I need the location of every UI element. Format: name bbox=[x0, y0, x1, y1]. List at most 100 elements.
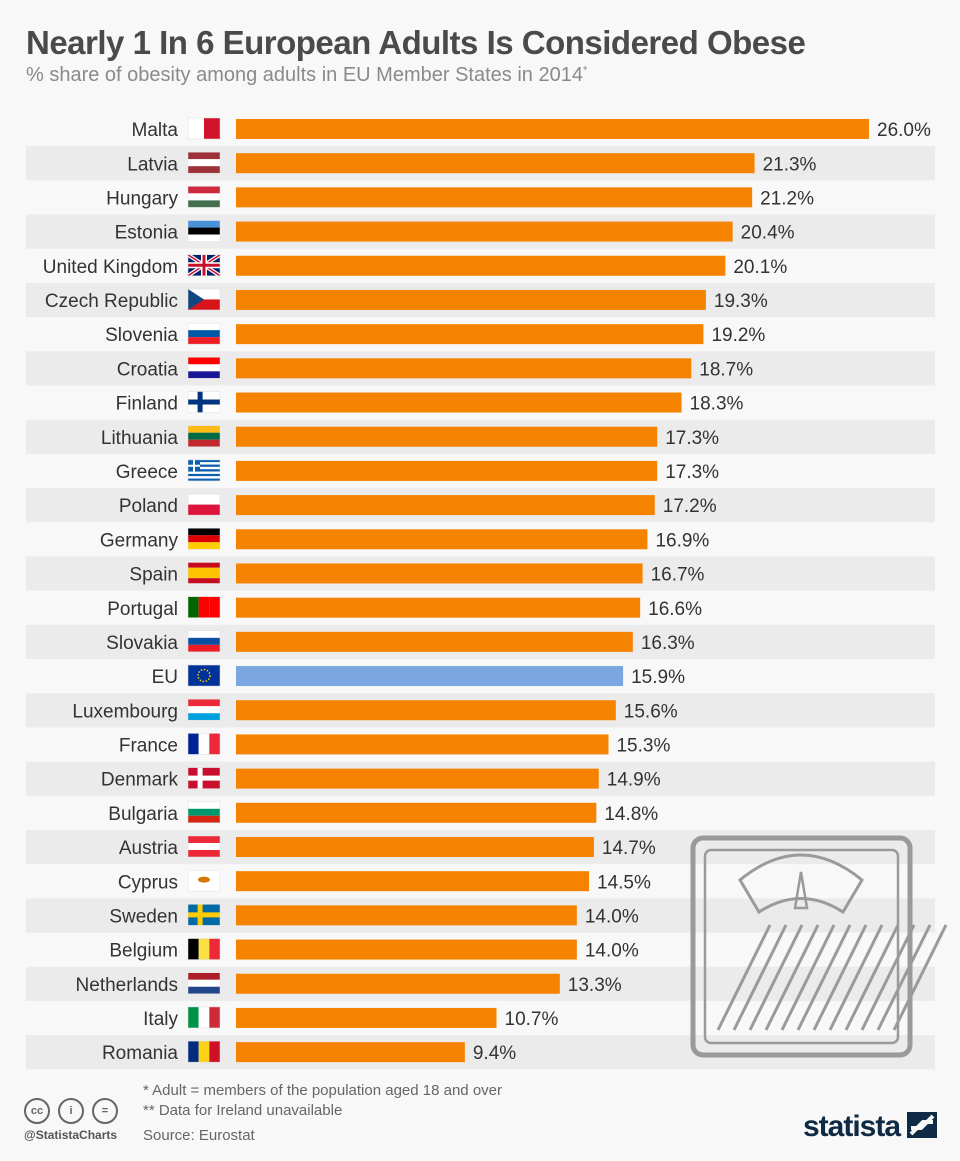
flag-icon bbox=[187, 528, 221, 550]
value-label: 16.7% bbox=[651, 565, 705, 586]
bar bbox=[236, 666, 624, 687]
attribution-icon: i bbox=[58, 1098, 84, 1124]
bar bbox=[236, 324, 704, 345]
subtitle-text: % share of obesity among adults in EU Me… bbox=[26, 64, 583, 86]
bar-row-czech-republic: Czech Republic 19.3% bbox=[26, 282, 935, 318]
flag-icon bbox=[187, 151, 221, 174]
bar-row-hungary: Hungary 21.2% bbox=[106, 186, 814, 209]
footnote-adult: * Adult = members of the population aged… bbox=[143, 1082, 502, 1099]
no-derivatives-icon: = bbox=[92, 1098, 118, 1124]
category-label: Cyprus bbox=[118, 872, 178, 893]
bar-row-romania: Romania 9.4% bbox=[26, 1035, 935, 1070]
value-label: 10.7% bbox=[505, 1009, 559, 1030]
bar bbox=[236, 563, 643, 584]
bar-row-slovakia: Slovakia 16.3% bbox=[26, 624, 935, 660]
category-label: Germany bbox=[100, 530, 179, 551]
value-label: 16.6% bbox=[648, 599, 702, 620]
value-label: 13.3% bbox=[568, 975, 622, 996]
bar-row-malta: Malta 26.0% bbox=[132, 117, 931, 141]
bar bbox=[236, 392, 682, 413]
bar-row-united-kingdom: United Kingdom 20.1% bbox=[43, 253, 787, 278]
category-label: Poland bbox=[119, 496, 178, 517]
flag-icon bbox=[187, 767, 221, 789]
bar bbox=[236, 529, 648, 550]
category-label: Hungary bbox=[106, 188, 178, 209]
bar bbox=[236, 119, 869, 139]
flag-icon bbox=[187, 1040, 221, 1063]
category-label: Denmark bbox=[101, 770, 179, 791]
bar bbox=[236, 187, 753, 208]
flag-icon bbox=[187, 425, 221, 447]
category-label: Portugal bbox=[107, 599, 178, 620]
bar bbox=[236, 495, 655, 516]
category-label: Finland bbox=[116, 394, 178, 415]
bar-row-eu: EU 15.9% bbox=[152, 664, 685, 688]
value-label: 17.3% bbox=[665, 462, 719, 483]
flag-icon bbox=[187, 288, 221, 311]
bar bbox=[236, 426, 658, 447]
category-label: Malta bbox=[132, 120, 179, 141]
bar-row-croatia: Croatia 18.7% bbox=[26, 351, 935, 386]
value-label: 14.5% bbox=[597, 872, 651, 893]
flag-icon bbox=[187, 562, 221, 584]
bar bbox=[236, 802, 597, 823]
bar-row-belgium: Belgium 14.0% bbox=[109, 938, 639, 962]
value-label: 15.3% bbox=[616, 736, 670, 757]
flag-icon bbox=[187, 322, 221, 345]
flag-icon bbox=[187, 391, 221, 413]
value-label: 17.2% bbox=[663, 496, 717, 517]
category-label: Bulgaria bbox=[108, 804, 178, 825]
flag-icon bbox=[187, 186, 221, 208]
bar-row-luxembourg: Luxembourg 15.6% bbox=[26, 693, 935, 728]
flag-icon bbox=[187, 220, 221, 242]
twitter-handle: @StatistaCharts bbox=[24, 1128, 118, 1142]
category-label: Spain bbox=[129, 565, 178, 586]
category-label: EU bbox=[152, 667, 178, 688]
bar bbox=[236, 905, 577, 926]
category-label: United Kingdom bbox=[43, 257, 178, 278]
creative-commons-icon: cc bbox=[24, 1098, 50, 1124]
value-label: 14.0% bbox=[585, 941, 639, 962]
value-label: 18.3% bbox=[690, 394, 744, 415]
bar-row-portugal: Portugal 16.6% bbox=[107, 596, 702, 620]
category-label: Romania bbox=[102, 1043, 178, 1064]
value-label: 19.3% bbox=[714, 291, 768, 312]
flag-icon bbox=[187, 904, 221, 926]
bathroom-scale-icon bbox=[690, 835, 948, 1058]
value-label: 16.9% bbox=[655, 530, 709, 551]
flag-icon bbox=[187, 630, 221, 653]
flag-icon bbox=[187, 938, 221, 960]
statista-logo: statista bbox=[803, 1110, 938, 1144]
footnote-ireland: ** Data for Ireland unavailable bbox=[143, 1102, 343, 1119]
bar bbox=[236, 1007, 497, 1028]
bar-row-estonia: Estonia 20.4% bbox=[26, 214, 935, 249]
flag-icon bbox=[187, 493, 221, 516]
bar-row-denmark: Denmark 14.9% bbox=[26, 761, 935, 796]
flag-icon bbox=[187, 357, 221, 379]
bar bbox=[236, 289, 706, 310]
category-label: Croatia bbox=[117, 359, 179, 380]
value-label: 26.0% bbox=[877, 120, 931, 141]
bar-row-netherlands: Netherlands 13.3% bbox=[26, 966, 935, 1001]
bar bbox=[236, 939, 577, 960]
flag-icon bbox=[187, 733, 221, 755]
subtitle-footnote-mark: * bbox=[582, 64, 588, 77]
bar-row-austria: Austria 14.7% bbox=[26, 829, 935, 865]
bar-row-finland: Finland 18.3% bbox=[116, 391, 744, 415]
bar bbox=[236, 460, 658, 481]
category-label: Estonia bbox=[115, 223, 179, 244]
brand-text: statista bbox=[803, 1110, 901, 1143]
category-label: Sweden bbox=[109, 906, 178, 927]
flag-icon bbox=[187, 801, 221, 824]
flag-icon bbox=[187, 596, 221, 618]
bar-row-italy: Italy 10.7% bbox=[143, 1006, 559, 1030]
chart-title: Nearly 1 In 6 European Adults Is Conside… bbox=[26, 24, 806, 61]
bar bbox=[236, 973, 560, 994]
value-label: 14.7% bbox=[602, 838, 656, 859]
value-label: 20.1% bbox=[733, 257, 787, 278]
category-label: Slovakia bbox=[106, 633, 178, 654]
category-label: Greece bbox=[116, 462, 178, 483]
value-label: 20.4% bbox=[741, 223, 795, 244]
